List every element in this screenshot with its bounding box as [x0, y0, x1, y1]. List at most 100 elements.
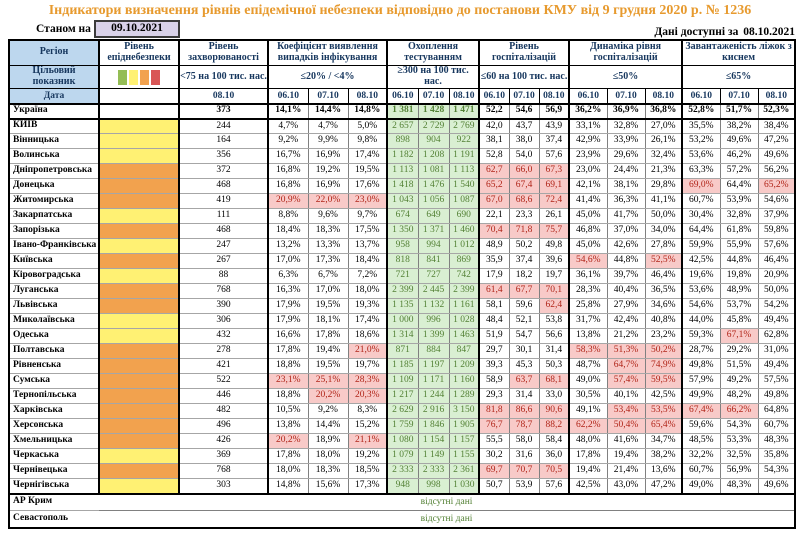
incidence-value: 356 [178, 148, 268, 164]
testing-value: 2 361 [448, 463, 480, 479]
detection-value: 17,8% [267, 343, 308, 359]
region-name: Полтавська [9, 343, 99, 359]
testing-value: 2 399 [448, 283, 480, 299]
group-header-3: Рівень госпіталізацій [478, 39, 570, 66]
detection-value: 6,7% [307, 268, 348, 284]
table-row: Сумська 522 23,1% 25,1% 28,3% 1 109 1 171 1 160… [9, 373, 796, 389]
testing-value: 1 197 [417, 358, 449, 374]
testing-value: 1 463 [448, 328, 480, 344]
hospitalization-value: 58,4 [538, 433, 570, 449]
detection-value: 18,4% [267, 223, 308, 239]
detection-value: 5,0% [347, 118, 387, 134]
testing-value: 2 729 [417, 118, 449, 134]
hospitalization-value: 52,2 [478, 103, 510, 120]
testing-value: 2 769 [448, 118, 480, 134]
detection-value: 21,1% [347, 433, 387, 449]
epidemic-level-cell [98, 388, 179, 404]
beds-occupancy-value: 64,8% [757, 403, 796, 419]
beds-occupancy-value: 46,2% [719, 148, 759, 164]
beds-occupancy-value: 61,8% [719, 223, 759, 239]
dynamics-value: 29,8% [644, 178, 683, 194]
detection-value: 20,9% [267, 193, 308, 209]
testing-value: 1 208 [417, 148, 449, 164]
incidence-value: 419 [178, 193, 268, 209]
hospitalization-value: 78,7 [508, 418, 540, 434]
detection-value: 21,0% [347, 343, 387, 359]
dynamics-value: 39,7% [606, 268, 646, 284]
dynamics-value: 74,9% [644, 358, 683, 374]
dynamics-value: 51,3% [606, 343, 646, 359]
hospitalization-value: 42,0 [478, 118, 510, 134]
hospitalization-value: 26,1 [538, 208, 570, 224]
date-header: 08.10 [178, 88, 269, 105]
beds-occupancy-value: 20,9% [757, 268, 796, 284]
testing-value: 998 [417, 478, 449, 494]
detection-value: 16,8% [267, 178, 308, 194]
detection-value: 25,1% [307, 373, 348, 389]
table-row: Житомирська 419 20,9% 22,0% 23,0% 1 043 1 056 1… [9, 193, 796, 209]
beds-occupancy-value: 50,0% [757, 283, 796, 299]
hospitalization-value: 72,4 [538, 193, 570, 209]
detection-value: 18,1% [307, 313, 348, 329]
beds-occupancy-value: 46,4% [757, 253, 796, 269]
beds-occupancy-value: 53,3% [719, 433, 759, 449]
testing-value: 1 471 [448, 103, 480, 120]
testing-value: 818 [386, 253, 418, 269]
dynamics-value: 46,4% [644, 268, 683, 284]
testing-value: 904 [417, 133, 449, 149]
beds-occupancy-value: 53,6% [681, 148, 721, 164]
region-name: Закарпатська [9, 208, 99, 224]
dynamics-value: 52,5% [644, 253, 683, 269]
beds-occupancy-value: 64,4% [719, 178, 759, 194]
epidemic-level-cell [98, 373, 179, 389]
hospitalization-value: 31,4 [538, 343, 570, 359]
testing-value: 922 [448, 133, 480, 149]
detection-value: 9,2% [307, 403, 348, 419]
dynamics-value: 36,8% [644, 103, 683, 120]
hospitalization-value: 70,4 [478, 223, 510, 239]
testing-value: 1 012 [448, 238, 480, 254]
testing-value: 871 [386, 343, 418, 359]
table-row: Одеська 432 16,6% 17,8% 18,6% 1 314 1 399 1 463… [9, 328, 796, 344]
hospitalization-value: 55,5 [478, 433, 510, 449]
target-label-cell: Цільовий показник [8, 65, 100, 89]
dynamics-value: 42,9% [568, 133, 608, 149]
beds-occupancy-value: 60,7% [681, 463, 721, 479]
date-header: 06.10 [386, 88, 419, 105]
beds-occupancy-value: 53,7% [719, 298, 759, 314]
incidence-value: 390 [178, 298, 268, 314]
table-row: Кіровоградська 88 6,3% 6,7% 7,2% 721 727 742 17,… [9, 268, 796, 284]
testing-value: 1 759 [386, 418, 418, 434]
header-row-target: Цільовий показник <75 на 100 тис. нас. ≤20… [8, 65, 796, 89]
table-row: Чернівецька 768 18,0% 18,3% 18,5% 2 333 2 333 2… [9, 463, 796, 479]
testing-value: 1 371 [417, 223, 449, 239]
epidemic-level-cell [98, 118, 179, 134]
beds-occupancy-value: 51,5% [719, 358, 759, 374]
testing-value: 1 905 [448, 418, 480, 434]
dynamics-value: 27,8% [644, 238, 683, 254]
beds-occupancy-value: 44,0% [681, 313, 721, 329]
hospitalization-value: 48,9 [478, 238, 510, 254]
detection-value: 9,2% [267, 133, 308, 149]
detection-value: 8,8% [267, 208, 308, 224]
legend-green-swatch [118, 69, 127, 85]
dynamics-value: 32,4% [644, 148, 683, 164]
dynamics-value: 43,0% [606, 478, 646, 494]
testing-value: 1 157 [448, 433, 480, 449]
epidemic-level-cell [98, 433, 179, 449]
dynamics-value: 28,3% [568, 283, 608, 299]
dynamics-value: 19,4% [568, 463, 608, 479]
detection-value: 9,8% [347, 133, 387, 149]
beds-occupancy-value: 54,3% [719, 418, 759, 434]
region-name: Івано-Франківська [9, 238, 99, 254]
testing-value: 1 080 [386, 433, 418, 449]
hospitalization-value: 62,4 [538, 298, 570, 314]
dynamics-value: 42,1% [568, 178, 608, 194]
dynamics-value: 25,8% [568, 298, 608, 314]
header-row-dates: Дата 08.10 06.10 07.10 08.10 06.10 07.10 08.10 0… [8, 88, 796, 105]
date-header: 06.10 [478, 88, 510, 105]
incidence-value: 482 [178, 403, 268, 419]
hospitalization-value: 30,2 [478, 448, 510, 464]
dynamics-value: 48,7% [568, 358, 608, 374]
region-name: Київська [9, 253, 99, 269]
